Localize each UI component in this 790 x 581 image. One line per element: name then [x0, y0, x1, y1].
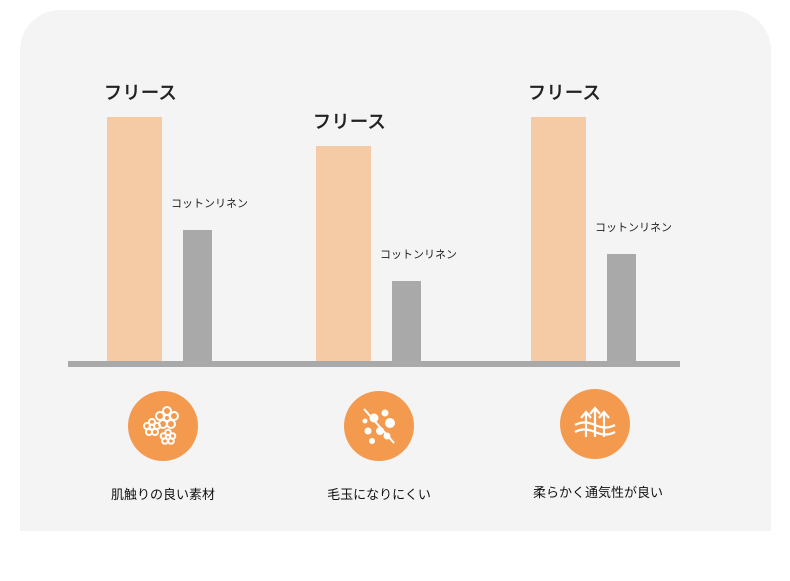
data-label-fleece-2: フリース — [313, 112, 387, 134]
feature-caption-1: 肌触りの良い素材 — [110, 488, 216, 503]
data-label-cotton-linen-3: コットンリネン — [595, 221, 672, 235]
feature-caption-2: 毛玉になりにくい — [327, 488, 431, 503]
bar-fleece-1 — [107, 117, 162, 362]
data-label-fleece-1: フリース — [104, 83, 178, 104]
no-pilling-icon — [344, 391, 414, 461]
bar-cotton-linen-2 — [392, 281, 421, 362]
flower-icon — [128, 391, 198, 461]
bar-fleece-3 — [531, 117, 586, 362]
bar-fleece-2 — [316, 146, 371, 362]
data-label-cotton-linen-2: コットンリネン — [380, 248, 457, 262]
breathable-icon — [560, 389, 630, 459]
bar-cotton-linen-1 — [183, 229, 212, 362]
chart-baseline — [68, 361, 680, 367]
data-label-cotton-linen-1: コットンリネン — [171, 196, 248, 210]
bar-cotton-linen-3 — [607, 254, 636, 362]
data-label-fleece-3: フリース — [528, 83, 602, 104]
feature-caption-3: 柔らかく通気性が良い — [532, 486, 664, 501]
